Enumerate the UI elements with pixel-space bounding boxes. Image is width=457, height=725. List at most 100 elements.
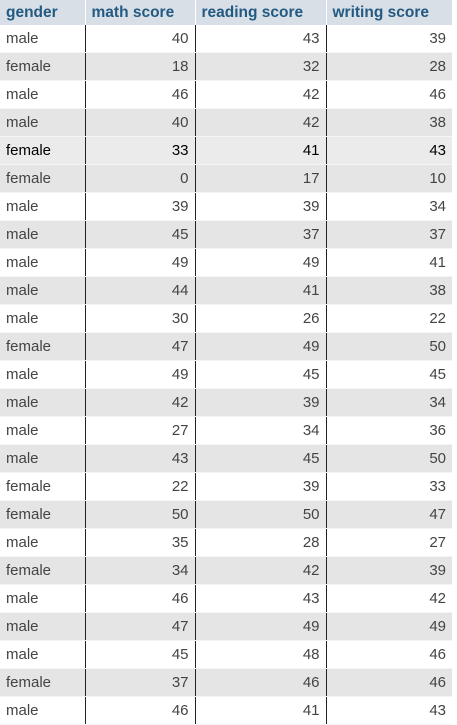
cell-writing-score[interactable]: 46	[326, 641, 452, 669]
cell-writing-score[interactable]: 42	[326, 585, 452, 613]
column-header-reading-score[interactable]: reading score	[195, 0, 326, 25]
cell-writing-score[interactable]: 45	[326, 361, 452, 389]
cell-reading-score[interactable]: 43	[195, 585, 326, 613]
cell-reading-score[interactable]: 42	[195, 81, 326, 109]
cell-math-score[interactable]: 34	[85, 557, 195, 585]
cell-writing-score[interactable]: 46	[326, 669, 452, 697]
cell-reading-score[interactable]: 49	[195, 333, 326, 361]
table-row[interactable]: male 46 41 43	[0, 697, 452, 725]
cell-writing-score[interactable]: 10	[326, 165, 452, 193]
cell-reading-score[interactable]: 43	[195, 25, 326, 53]
cell-math-score[interactable]: 39	[85, 193, 195, 221]
cell-reading-score[interactable]: 26	[195, 305, 326, 333]
table-row[interactable]: female 22 39 33	[0, 473, 452, 501]
cell-math-score[interactable]: 45	[85, 641, 195, 669]
table-row[interactable]: male 46 42 46	[0, 81, 452, 109]
cell-gender[interactable]: male	[0, 613, 85, 641]
table-row[interactable]: male 49 45 45	[0, 361, 452, 389]
cell-math-score[interactable]: 22	[85, 473, 195, 501]
cell-writing-score[interactable]: 34	[326, 193, 452, 221]
cell-math-score[interactable]: 0	[85, 165, 195, 193]
table-row[interactable]: male 43 45 50	[0, 445, 452, 473]
table-row[interactable]: male 45 48 46	[0, 641, 452, 669]
cell-gender[interactable]: male	[0, 221, 85, 249]
column-header-math-score[interactable]: math score	[85, 0, 195, 25]
cell-math-score[interactable]: 45	[85, 221, 195, 249]
cell-reading-score[interactable]: 42	[195, 109, 326, 137]
cell-math-score[interactable]: 42	[85, 389, 195, 417]
cell-reading-score[interactable]: 45	[195, 445, 326, 473]
cell-math-score[interactable]: 47	[85, 333, 195, 361]
cell-reading-score[interactable]: 39	[195, 389, 326, 417]
cell-math-score[interactable]: 40	[85, 109, 195, 137]
cell-reading-score[interactable]: 45	[195, 361, 326, 389]
table-row[interactable]: female 0 17 10	[0, 165, 452, 193]
cell-reading-score[interactable]: 28	[195, 529, 326, 557]
cell-writing-score[interactable]: 37	[326, 221, 452, 249]
cell-writing-score[interactable]: 47	[326, 501, 452, 529]
table-row[interactable]: male 30 26 22	[0, 305, 452, 333]
cell-gender[interactable]: male	[0, 641, 85, 669]
cell-gender[interactable]: female	[0, 165, 85, 193]
cell-gender[interactable]: male	[0, 529, 85, 557]
cell-writing-score[interactable]: 43	[326, 137, 452, 165]
cell-math-score[interactable]: 40	[85, 25, 195, 53]
cell-gender[interactable]: male	[0, 193, 85, 221]
cell-math-score[interactable]: 37	[85, 669, 195, 697]
cell-gender[interactable]: male	[0, 81, 85, 109]
cell-gender[interactable]: female	[0, 557, 85, 585]
cell-math-score[interactable]: 30	[85, 305, 195, 333]
cell-reading-score[interactable]: 17	[195, 165, 326, 193]
table-row[interactable]: male 40 42 38	[0, 109, 452, 137]
cell-math-score[interactable]: 18	[85, 53, 195, 81]
cell-math-score[interactable]: 35	[85, 529, 195, 557]
cell-gender[interactable]: female	[0, 53, 85, 81]
cell-reading-score[interactable]: 50	[195, 501, 326, 529]
cell-writing-score[interactable]: 33	[326, 473, 452, 501]
cell-math-score[interactable]: 33	[85, 137, 195, 165]
table-row[interactable]: female 50 50 47	[0, 501, 452, 529]
table-row[interactable]: male 39 39 34	[0, 193, 452, 221]
cell-gender[interactable]: male	[0, 25, 85, 53]
cell-gender[interactable]: male	[0, 585, 85, 613]
table-row[interactable]: female 37 46 46	[0, 669, 452, 697]
table-row[interactable]: male 46 43 42	[0, 585, 452, 613]
cell-gender[interactable]: male	[0, 389, 85, 417]
cell-math-score[interactable]: 44	[85, 277, 195, 305]
cell-reading-score[interactable]: 46	[195, 669, 326, 697]
cell-gender[interactable]: female	[0, 137, 85, 165]
cell-math-score[interactable]: 43	[85, 445, 195, 473]
cell-reading-score[interactable]: 39	[195, 193, 326, 221]
cell-writing-score[interactable]: 38	[326, 109, 452, 137]
table-row[interactable]: male 47 49 49	[0, 613, 452, 641]
cell-writing-score[interactable]: 50	[326, 445, 452, 473]
column-header-writing-score[interactable]: writing score	[326, 0, 452, 25]
cell-gender[interactable]: male	[0, 361, 85, 389]
cell-writing-score[interactable]: 49	[326, 613, 452, 641]
cell-reading-score[interactable]: 42	[195, 557, 326, 585]
cell-gender[interactable]: male	[0, 109, 85, 137]
cell-writing-score[interactable]: 36	[326, 417, 452, 445]
cell-math-score[interactable]: 47	[85, 613, 195, 641]
cell-gender[interactable]: male	[0, 417, 85, 445]
cell-writing-score[interactable]: 28	[326, 53, 452, 81]
cell-writing-score[interactable]: 27	[326, 529, 452, 557]
cell-gender[interactable]: male	[0, 697, 85, 725]
column-header-gender[interactable]: gender	[0, 0, 85, 25]
table-row[interactable]: female 34 42 39	[0, 557, 452, 585]
cell-reading-score[interactable]: 39	[195, 473, 326, 501]
cell-gender[interactable]: female	[0, 333, 85, 361]
cell-writing-score[interactable]: 50	[326, 333, 452, 361]
cell-writing-score[interactable]: 41	[326, 249, 452, 277]
cell-writing-score[interactable]: 38	[326, 277, 452, 305]
table-row[interactable]: male 45 37 37	[0, 221, 452, 249]
cell-math-score[interactable]: 27	[85, 417, 195, 445]
cell-writing-score[interactable]: 43	[326, 697, 452, 725]
cell-gender[interactable]: male	[0, 277, 85, 305]
cell-reading-score[interactable]: 41	[195, 697, 326, 725]
cell-writing-score[interactable]: 39	[326, 557, 452, 585]
table-row[interactable]: male 44 41 38	[0, 277, 452, 305]
cell-gender[interactable]: female	[0, 473, 85, 501]
table-row[interactable]: male 42 39 34	[0, 389, 452, 417]
cell-reading-score[interactable]: 37	[195, 221, 326, 249]
